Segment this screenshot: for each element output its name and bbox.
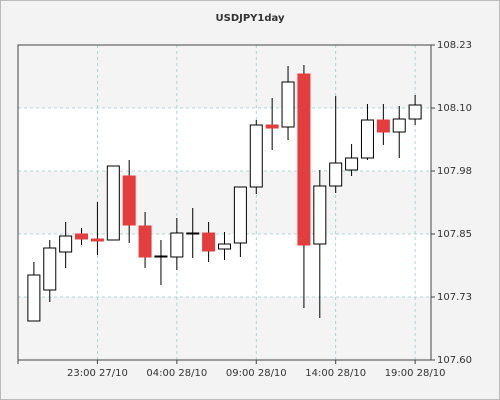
candle-body: [329, 162, 343, 187]
candle-body: [27, 274, 41, 322]
candle-body: [297, 73, 311, 246]
x-tick-label: 23:00 27/10: [67, 368, 128, 379]
candle-body: [43, 247, 57, 291]
y-tick-label: 107.60: [437, 355, 472, 366]
y-tick-label: 108.23: [437, 40, 472, 51]
candle-body: [376, 119, 390, 133]
candle-body: [218, 243, 231, 250]
y-tick-label: 108.10: [437, 103, 472, 114]
candle-body: [265, 124, 279, 129]
candle-body: [281, 81, 295, 128]
chart-title: USDJPY1day: [216, 13, 285, 24]
x-tick-label: 04:00 28/10: [146, 368, 207, 379]
candle-body: [170, 232, 184, 258]
candle-body: [154, 255, 168, 258]
candle-body: [360, 119, 374, 159]
candle-body: [122, 175, 136, 226]
candle-body: [408, 104, 422, 120]
candle-body: [202, 232, 216, 252]
candle-body: [249, 124, 263, 188]
x-tick-label: 14:00 28/10: [305, 368, 366, 379]
candle-body: [75, 233, 89, 240]
plot-frame: [17, 44, 432, 361]
band: [18, 45, 431, 108]
y-tick-label: 107.98: [437, 166, 472, 177]
candle-body: [138, 225, 152, 258]
candle-body: [90, 238, 104, 242]
band: [18, 171, 431, 234]
candle-body: [345, 157, 359, 171]
y-tick-label: 107.85: [437, 229, 472, 240]
band: [18, 297, 431, 360]
candle-body: [313, 185, 327, 245]
x-tick-label: 19:00 28/10: [385, 368, 446, 379]
candle-body: [186, 232, 200, 235]
x-tick-label: 09:00 28/10: [226, 368, 287, 379]
candle-body: [59, 235, 73, 253]
candle-body: [233, 186, 247, 244]
y-tick-label: 107.73: [437, 292, 472, 303]
candle-body: [392, 118, 406, 133]
candle-body: [106, 165, 120, 241]
